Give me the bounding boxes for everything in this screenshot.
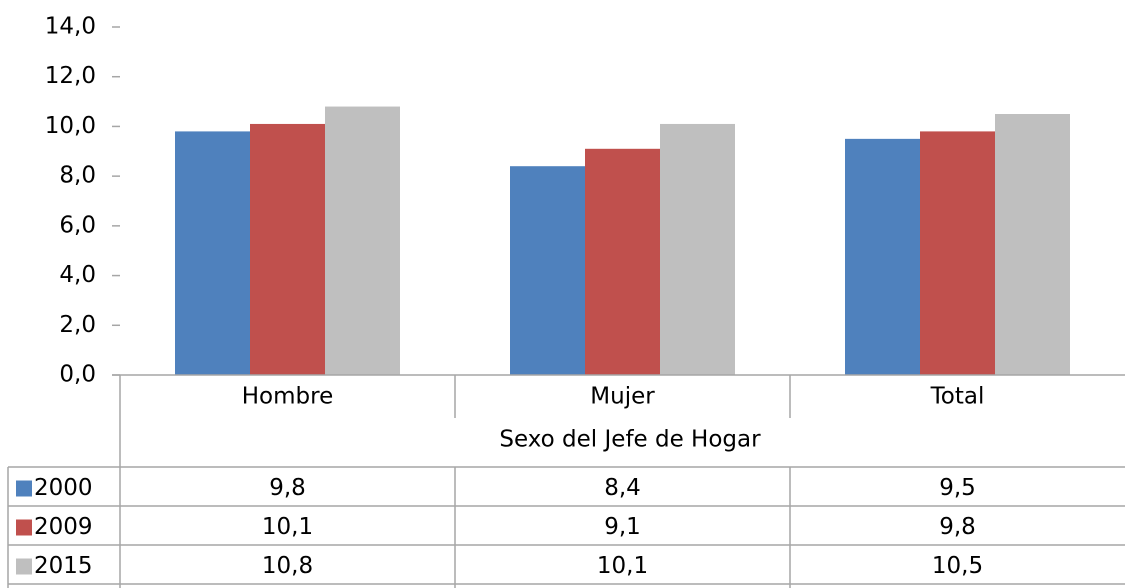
y-tick-label: 6,0 [59,212,96,238]
data-table-value: 10,1 [262,514,313,540]
bar [585,148,660,375]
y-tick-label: 10,0 [45,113,96,139]
data-table-value: 8,4 [604,475,641,501]
data-table-value: 9,8 [939,514,976,540]
y-tick-label: 12,0 [45,63,96,89]
bar [325,106,400,376]
data-table-value: 10,1 [597,553,648,579]
x-axis-label: Sexo del Jefe de Hogar [499,427,761,453]
bar [660,123,735,375]
x-tick-label: Hombre [242,384,333,410]
data-table-value: 9,5 [939,475,976,501]
x-tick-label: Total [930,384,985,410]
data-table-value: 10,8 [262,553,313,579]
legend-label: 2015 [34,553,93,579]
data-table-value: 9,1 [604,514,641,540]
y-tick-label: 14,0 [45,14,96,40]
x-tick-label: Mujer [590,384,655,410]
legend-swatch [16,480,32,497]
legend-swatch [16,558,32,575]
y-tick-label: 0,0 [59,362,96,388]
bar [250,123,325,375]
y-tick-label: 8,0 [59,163,96,189]
y-tick-label: 2,0 [59,312,96,338]
bar [845,138,920,375]
bar [920,131,995,375]
data-table-value: 10,5 [932,553,983,579]
legend-swatch [16,519,32,536]
bar [175,131,250,375]
legend-label: 2000 [34,475,93,501]
bar [995,114,1070,375]
data-table-value: 9,8 [269,475,306,501]
legend-label: 2009 [34,514,93,540]
y-tick-label: 4,0 [59,262,96,288]
bar [510,166,585,375]
